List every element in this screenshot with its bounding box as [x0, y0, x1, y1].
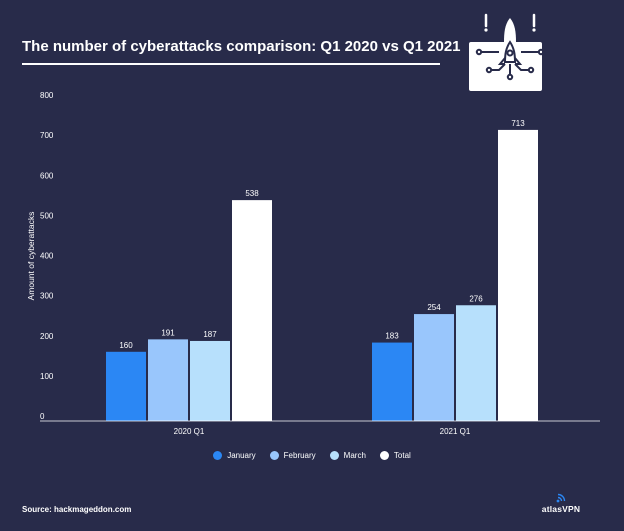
bar-value-label: 713 [511, 119, 525, 128]
bar-series [106, 129, 538, 421]
bar-february-2020-q1 [148, 339, 188, 421]
legend-item-january: January [213, 451, 256, 460]
bar-march-2021-q1 [456, 305, 496, 421]
y-tick-label: 300 [40, 292, 54, 301]
y-tick-label: 800 [40, 91, 54, 100]
y-tick-label: 700 [40, 131, 54, 140]
x-axis-labels: 2020 Q1 2021 Q1 [174, 427, 471, 436]
legend-label: Total [393, 451, 411, 460]
title-underline [22, 63, 440, 65]
bar-january-2021-q1 [372, 342, 412, 421]
legend-swatch [213, 451, 223, 460]
brand-logo: atlasVPN [537, 493, 585, 514]
y-tick-label: 400 [40, 252, 54, 261]
chart-legend: January February March Total [0, 451, 624, 460]
x-tick-label: 2021 Q1 [440, 427, 471, 436]
bar-total-2020-q1 [232, 200, 272, 421]
brand-prefix: atlas [541, 504, 563, 514]
bar-february-2021-q1 [414, 314, 454, 421]
legend-item-march: March [329, 451, 366, 460]
legend-label: February [283, 451, 316, 460]
legend-item-total: Total [379, 451, 411, 460]
bar-chart: 0 100 200 300 400 500 600 700 800 160 191 187 538 18… [26, 91, 600, 436]
legend-swatch [379, 451, 389, 460]
legend-label: March [343, 451, 366, 460]
legend-item-february: February [269, 451, 316, 460]
bar-value-labels: 160 191 187 538 183 254 276 713 [119, 119, 525, 350]
y-tick-label: 500 [40, 211, 54, 220]
bar-total-2021-q1 [498, 129, 538, 421]
y-tick-label: 600 [40, 171, 54, 180]
source-note: Source: hackmageddon.com [22, 505, 132, 514]
bar-value-label: 538 [245, 189, 259, 198]
y-tick-label: 0 [40, 412, 45, 421]
brand-suffix: VPN [562, 504, 581, 514]
y-axis-title: Amount of cyberattacks [26, 212, 36, 301]
bar-value-label: 160 [119, 341, 133, 350]
rocket-circuit-icon [475, 13, 545, 81]
y-axis-ticks: 0 100 200 300 400 500 600 700 800 [40, 91, 54, 421]
legend-swatch [269, 451, 279, 460]
y-tick-label: 200 [40, 332, 54, 341]
bar-january-2020-q1 [106, 351, 146, 421]
bar-value-label: 276 [469, 294, 483, 303]
bar-value-label: 191 [161, 328, 175, 337]
bar-value-label: 187 [203, 330, 217, 339]
signal-icon [556, 493, 566, 503]
bar-value-label: 254 [427, 303, 441, 312]
x-tick-label: 2020 Q1 [174, 427, 205, 436]
legend-swatch [329, 451, 339, 460]
chart-title: The number of cyberattacks comparison: Q… [22, 38, 461, 55]
y-tick-label: 100 [40, 372, 54, 381]
bar-march-2020-q1 [190, 340, 230, 421]
bar-value-label: 183 [385, 332, 399, 341]
legend-label: January [227, 451, 256, 460]
